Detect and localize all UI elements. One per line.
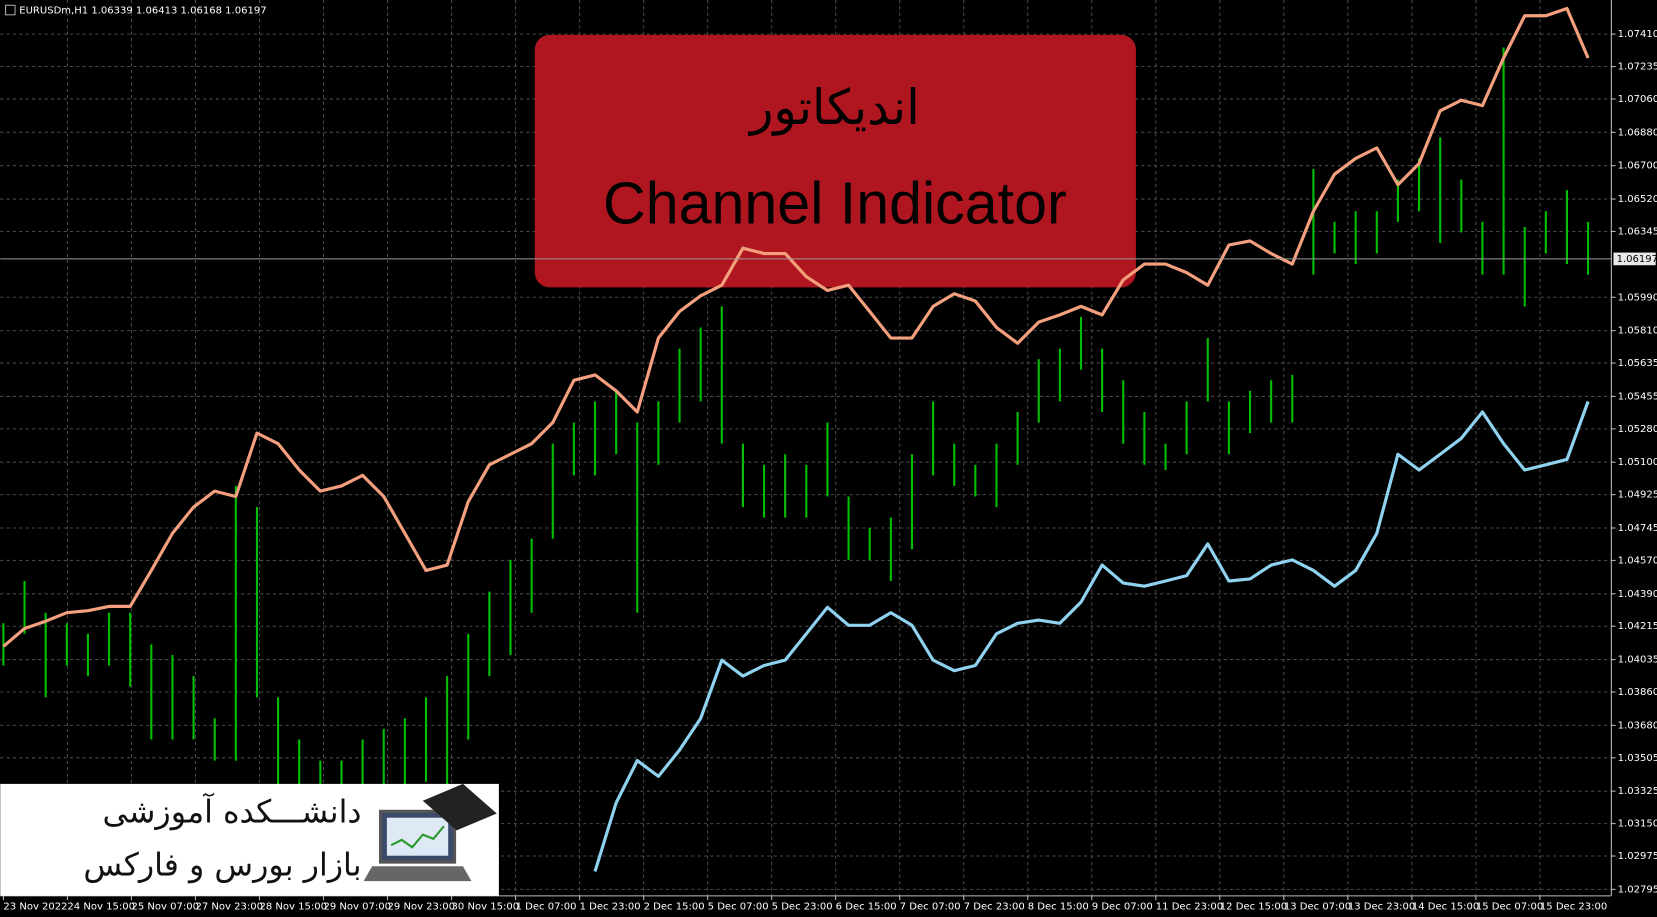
x-tick-label: 13 Dec 07:00: [1284, 901, 1351, 912]
y-tick-label: 1.02795: [1618, 884, 1657, 895]
x-tick-label: 5 Dec 07:00: [708, 901, 769, 912]
y-tick-label: 1.03505: [1618, 753, 1657, 764]
banner: اندیکاتور Channel Indicator: [534, 34, 1136, 288]
y-tick-label: 1.05100: [1618, 457, 1657, 468]
x-tick-label: 15 Dec 07:00: [1476, 901, 1543, 912]
y-tick-label: 1.04745: [1618, 523, 1657, 534]
y-tick-label: 1.07410: [1618, 29, 1657, 40]
y-tick-label: 1.06520: [1618, 194, 1657, 205]
y-tick-label: 1.03150: [1618, 819, 1657, 830]
logo-line1: دانشـــکده آموزشی: [102, 792, 361, 830]
current-price-box: [1613, 252, 1656, 266]
grid: [0, 0, 1612, 896]
laptop-display: [386, 817, 449, 856]
x-tick-label: 1 Dec 23:00: [580, 901, 641, 912]
x-tick-label: 1 Dec 07:00: [516, 901, 577, 912]
x-tick-label: 5 Dec 23:00: [772, 901, 833, 912]
x-tick-label: 29 Nov 07:00: [324, 901, 392, 912]
cap: [422, 783, 497, 831]
close: 1.06197: [225, 6, 266, 17]
y-tick-label: 1.03680: [1618, 720, 1657, 731]
open: 1.06339: [91, 6, 132, 17]
header: EURUSDm,H1 1.06339 1.06413 1.06168 1.061…: [19, 6, 266, 17]
banner-title-en: Channel Indicator: [603, 170, 1067, 237]
banner-box: [534, 34, 1136, 288]
x-tick-label: 23 Nov 2022: [3, 901, 67, 912]
y-tick-label: 1.04215: [1618, 621, 1657, 632]
channel-line: [593, 400, 1590, 872]
y-tick-label: 1.06345: [1618, 226, 1657, 237]
logo-line2: بازار بورس و فارکس: [83, 847, 361, 883]
y-tick-label: 1.05810: [1618, 326, 1657, 337]
y-tick-label: 1.05990: [1618, 292, 1657, 303]
y-tick-label: 1.07235: [1618, 62, 1657, 73]
y-tick-label: 1.04925: [1618, 490, 1657, 501]
y-tick-label: 1.03325: [1618, 786, 1657, 797]
laptop-base: [363, 866, 472, 882]
x-tick-label: 9 Dec 07:00: [1092, 901, 1153, 912]
banner-title-fa: اندیکاتور: [747, 80, 920, 136]
low: 1.06168: [181, 6, 222, 17]
y-tick-label: 1.06700: [1618, 161, 1657, 172]
x-tick-label: 13 Dec 23:00: [1348, 901, 1415, 912]
x-tick-label: 29 Nov 23:00: [388, 901, 456, 912]
channel-line: [2, 6, 1590, 648]
y-tick-label: 1.04390: [1618, 589, 1657, 600]
y-tick-label: 1.05635: [1618, 358, 1657, 369]
x-tick-label: 11 Dec 23:00: [1156, 901, 1223, 912]
x-tick-label: 15 Dec 23:00: [1540, 901, 1607, 912]
x-tick-label: 27 Nov 23:00: [195, 901, 263, 912]
x-tick-label: 24 Nov 15:00: [67, 901, 135, 912]
header-icon: [4, 4, 16, 16]
current-price-label: 1.06197: [1617, 254, 1657, 265]
x-tick-label: 12 Dec 15:00: [1220, 901, 1287, 912]
y-tick-label: 1.06880: [1618, 127, 1657, 138]
y-tick-label: 1.07060: [1618, 94, 1657, 105]
x-tick-label: 8 Dec 15:00: [1028, 901, 1089, 912]
y-tick-label: 1.03860: [1618, 687, 1657, 698]
logo: دانشـــکده آموزشی بازار بورس و فارکس: [0, 783, 499, 896]
laptop-chart: [390, 825, 445, 849]
y-tick-label: 1.05280: [1618, 424, 1657, 435]
x-tick-label: 30 Nov 15:00: [452, 901, 520, 912]
x-tick-label: 7 Dec 07:00: [900, 901, 961, 912]
y-tick-label: 1.04570: [1618, 555, 1657, 566]
x-tick-label: 14 Dec 15:00: [1412, 901, 1479, 912]
x-tick-label: 2 Dec 15:00: [644, 901, 705, 912]
x-tick-label: 7 Dec 23:00: [964, 901, 1025, 912]
x-tick-label: 28 Nov 15:00: [259, 901, 327, 912]
x-tick-label: 6 Dec 15:00: [836, 901, 897, 912]
y-tick-label: 1.02975: [1618, 851, 1657, 862]
x-tick-label: 25 Nov 07:00: [131, 901, 199, 912]
y-tick-label: 1.04035: [1618, 655, 1657, 666]
symbol: EURUSDm,H1: [19, 6, 88, 17]
y-tick-label: 1.05455: [1618, 391, 1657, 402]
high: 1.06413: [136, 6, 177, 17]
